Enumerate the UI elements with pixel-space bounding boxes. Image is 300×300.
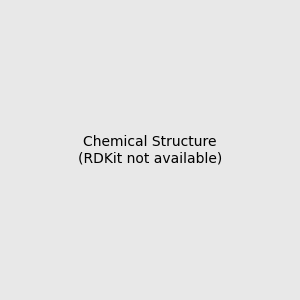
Text: Chemical Structure
(RDKit not available): Chemical Structure (RDKit not available) xyxy=(78,135,222,165)
